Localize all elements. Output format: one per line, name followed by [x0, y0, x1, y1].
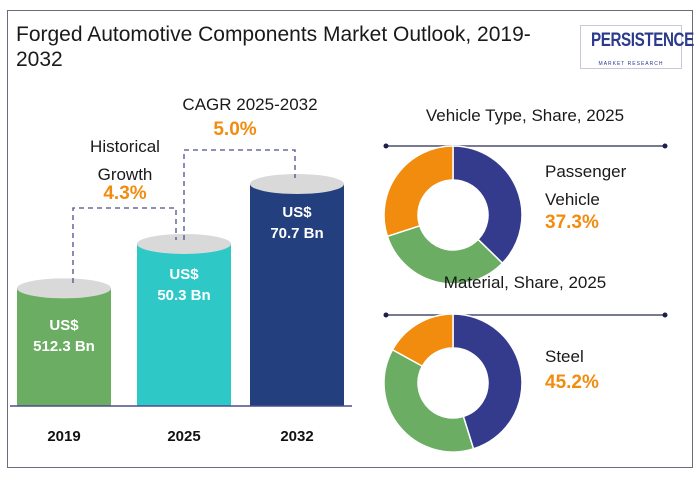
pie2-slice-1	[452, 313, 523, 450]
pie2-label: Steel	[545, 347, 584, 366]
bar-2025	[137, 243, 231, 406]
historical-connector	[72, 207, 177, 283]
historical-value: 4.3%	[103, 183, 147, 204]
bar-label-2032: US$ 70.7 Bn	[270, 204, 324, 242]
cagr-connector	[183, 149, 296, 240]
tick-2032: 2032	[280, 428, 314, 445]
pie1-value: 37.3%	[545, 212, 599, 233]
bar-label-2019: US$ 512.3 Bn	[33, 317, 95, 355]
bar-top-2032	[250, 174, 344, 194]
frame	[7, 10, 693, 468]
divider-dot	[662, 312, 668, 318]
cagr-label: CAGR 2025-2032	[182, 95, 318, 114]
pie1-slice-1	[452, 145, 523, 265]
tick-2025: 2025	[167, 428, 201, 445]
logo: PERSISTENCE MARKET RESEARCH	[580, 25, 694, 69]
bar-2032	[250, 184, 344, 406]
cagr-value: 5.0%	[213, 119, 257, 140]
pie2-title: Material, Share, 2025	[443, 273, 607, 292]
historical-label: Historical Growth	[90, 137, 160, 184]
page-title: Forged Automotive Components Market Outl…	[16, 23, 531, 71]
pie1-slice-2	[386, 224, 504, 285]
pie2-slice-3	[391, 313, 454, 368]
bar-top-2025	[137, 233, 231, 254]
tick-2019: 2019	[47, 428, 81, 445]
pie1-title: Vehicle Type, Share, 2025	[425, 106, 625, 125]
bar-top-2019	[17, 278, 111, 299]
divider-dot	[383, 312, 389, 318]
bar-label-2025: US$ 50.3 Bn	[157, 266, 211, 304]
divider-dot	[662, 143, 668, 149]
divider-dot	[383, 143, 389, 149]
bar-2019	[17, 288, 111, 406]
pie2-value: 45.2%	[545, 372, 599, 393]
pie2-slice-2	[383, 348, 475, 453]
pie1-slice-3	[383, 145, 454, 238]
pie1-label: Passenger Vehicle	[545, 162, 627, 209]
